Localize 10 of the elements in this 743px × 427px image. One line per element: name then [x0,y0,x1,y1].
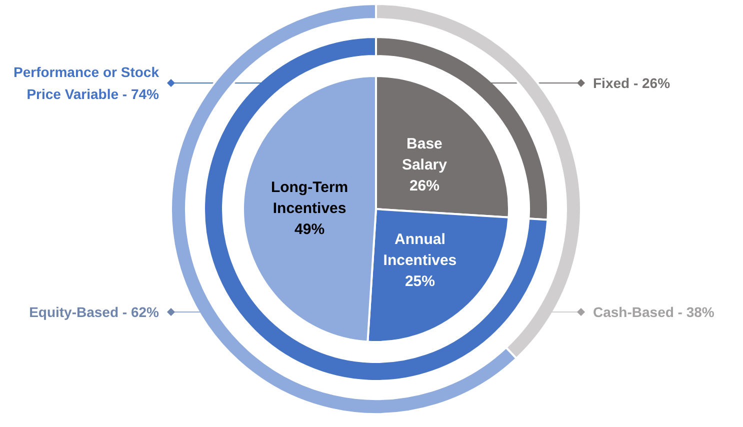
slice-label: Long-Term Incentives [270,178,348,217]
legend-label: Fixed - 26% [593,75,671,91]
slice-label: Annual Incentives [383,230,457,269]
data-label: 49% [294,220,325,238]
slice-label: Cash-Based - 38% [593,304,715,320]
slice-label: Equity-Based - 62% [29,304,160,320]
slice-label: Performance or Stock Price Variable - 74% [14,64,160,102]
data-label: 26% [409,177,440,194]
slice-label: Base Salary [402,135,448,174]
data-label: 25% [404,272,435,290]
